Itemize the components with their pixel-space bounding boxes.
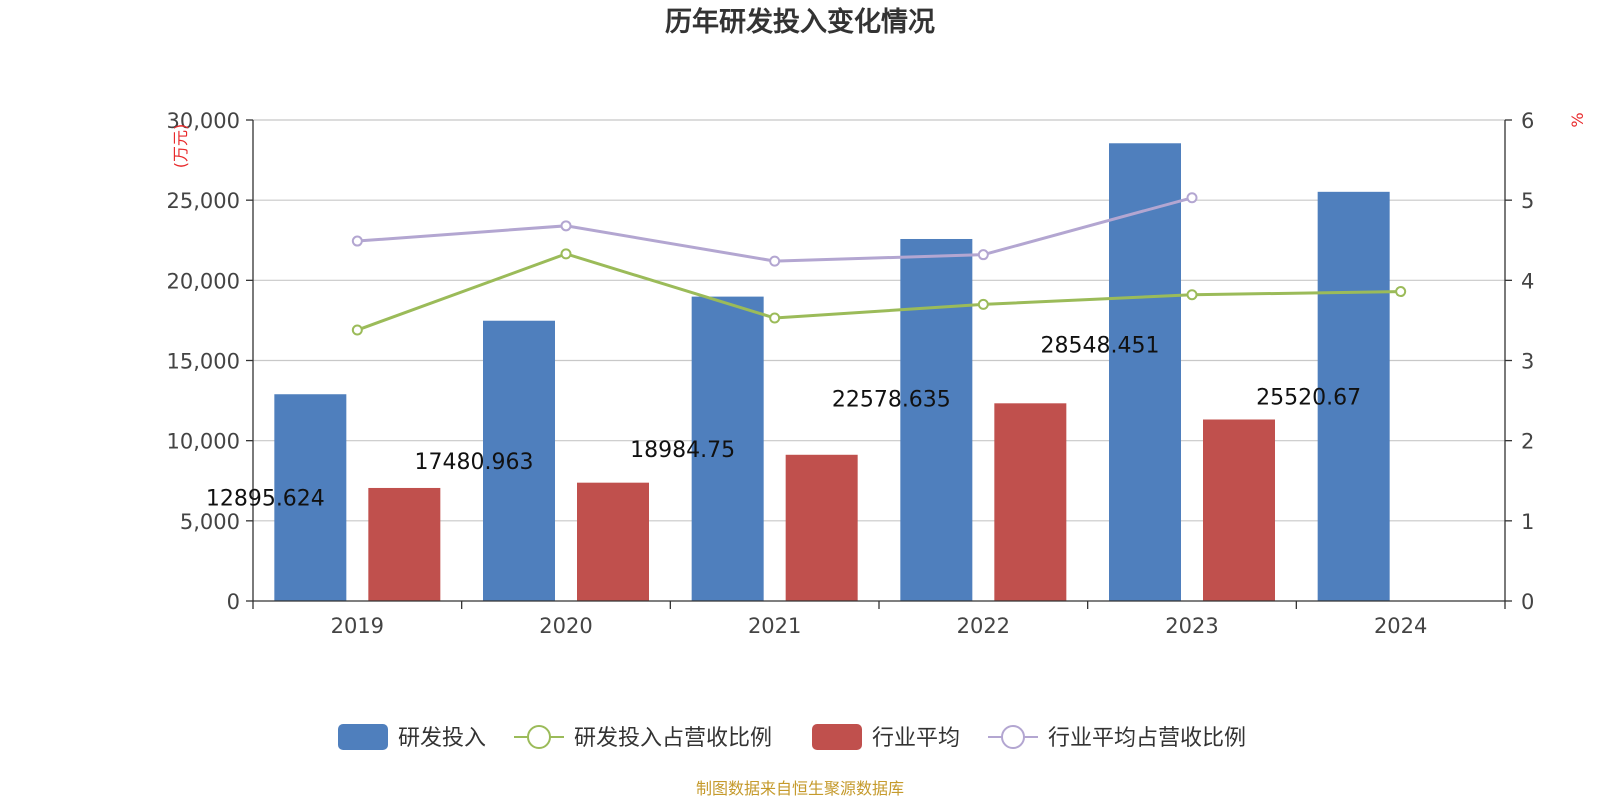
bar-industry-average (1203, 419, 1275, 601)
line-rd-ratio (356, 252, 1401, 332)
legend-swatch-marker (527, 725, 551, 749)
data-label: 28548.451 (1041, 334, 1160, 359)
data-labels: 12895.624 17480.963 18984.75 22578.635 28548… (206, 334, 1361, 512)
data-label: 17480.963 (415, 450, 534, 475)
line-point (977, 298, 989, 310)
left-axis-tick-label: 0 (227, 590, 240, 614)
bar-rd-investment (1317, 191, 1390, 601)
legend-label: 行业平均占营收比例 (1048, 726, 1246, 751)
bar-industry-average (577, 482, 649, 601)
legend: 研发投入 研发投入占营收比例 行业平均 行业平均占营收比例 (338, 724, 1246, 751)
axes: 0 0 5,000 1 10,000 2 15,000 3 20,000 4 25,000 5 30,0… (167, 109, 1535, 638)
x-axis-label: 2023 (1165, 614, 1218, 638)
left-axis-tick-label: 25,000 (167, 189, 240, 213)
legend-label: 研发投入占营收比例 (574, 726, 772, 751)
legend-swatch-marker (1001, 725, 1025, 749)
lines (351, 192, 1407, 336)
bars (274, 143, 1390, 602)
bar-industry-average (785, 454, 858, 601)
data-label: 12895.624 (206, 487, 325, 512)
bar-rd-investment (900, 238, 973, 602)
line-point (769, 312, 781, 324)
right-axis-tick-label: 1 (1521, 510, 1534, 534)
line-point (977, 249, 989, 261)
bar-rd-investment (274, 394, 347, 601)
bar-industry-average (994, 403, 1067, 601)
x-axis-label: 2020 (539, 614, 592, 638)
chart-title: 历年研发投入变化情况 (665, 6, 935, 38)
line-point (560, 220, 572, 232)
left-axis-tick-label: 15,000 (167, 350, 240, 374)
line-point (1186, 192, 1198, 204)
bar-industry-average (368, 487, 441, 601)
right-axis-tick-label: 4 (1521, 269, 1534, 293)
x-axis-label: 2021 (748, 614, 801, 638)
line-point (560, 248, 572, 260)
right-axis-tick-label: 6 (1521, 109, 1534, 133)
right-axis-tick-label: 0 (1521, 590, 1534, 614)
right-axis-tick-label: 5 (1521, 189, 1534, 213)
bar-rd-investment (1109, 143, 1181, 601)
left-axis-tick-label: 10,000 (167, 430, 240, 454)
left-axis-tick-label: 5,000 (180, 510, 240, 534)
x-axis-label: 2024 (1374, 614, 1427, 638)
right-axis-tick-label: 2 (1521, 430, 1534, 454)
legend-swatch (812, 724, 862, 750)
x-axis-label: 2022 (957, 614, 1010, 638)
line-point (769, 255, 781, 267)
bar-rd-investment (483, 320, 555, 601)
left-axis-tick-label: 20,000 (167, 269, 240, 293)
line-point (1186, 289, 1198, 301)
gridlines (253, 119, 1505, 522)
line-point (1395, 286, 1407, 298)
data-label: 22578.635 (832, 387, 951, 412)
right-axis-tick-label: 3 (1521, 350, 1534, 374)
line-point (351, 324, 363, 336)
left-axis-unit: (万元) (171, 124, 190, 169)
bar-rd-investment (691, 296, 764, 601)
data-label: 25520.67 (1256, 385, 1361, 410)
legend-label: 行业平均 (872, 726, 960, 751)
legend-label: 研发投入 (398, 726, 486, 751)
left-axis-tick-label: 30,000 (167, 109, 240, 133)
x-axis-label: 2019 (331, 614, 384, 638)
legend-swatch (338, 724, 388, 750)
line-point (351, 235, 363, 247)
right-axis-unit: % (1568, 112, 1587, 127)
data-label: 18984.75 (630, 438, 735, 463)
line-industry-ratio (357, 196, 1193, 263)
source-note: 制图数据来自恒生聚源数据库 (696, 779, 904, 798)
